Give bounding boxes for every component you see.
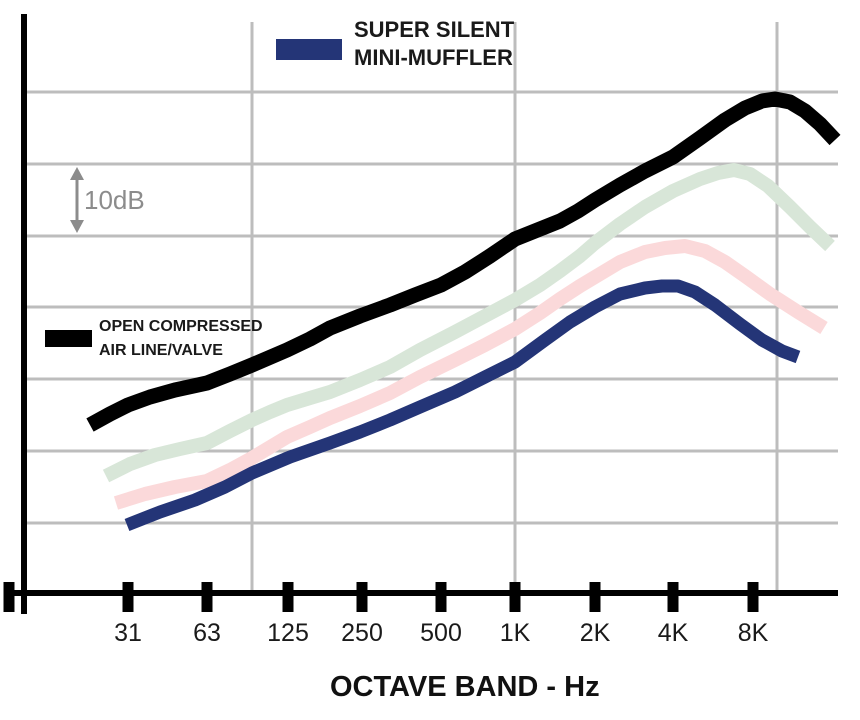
curve-mini-muffler	[124, 279, 801, 532]
open-air-legend-label: OPEN COMPRESSED AIR LINE/VALVE	[99, 315, 263, 363]
x-axis-tick	[435, 582, 447, 612]
x-axis-tick	[589, 582, 601, 612]
db-scale-arrow-down-icon	[70, 220, 84, 233]
x-axis-tick	[667, 582, 679, 612]
open-air-legend-line1: OPEN COMPRESSED	[99, 318, 263, 335]
legend-open-air-line: OPEN COMPRESSED AIR LINE/VALVE	[45, 315, 285, 365]
x-axis-tick	[3, 582, 15, 612]
db-scale-arrow-up-icon	[70, 167, 84, 180]
open-air-legend-line2: AIR LINE/VALVE	[99, 342, 223, 359]
db-scale-label: 10dB	[84, 185, 145, 215]
x-axis-title: OCTAVE BAND - Hz	[330, 671, 600, 703]
x-axis	[5, 590, 838, 596]
legend-mini-muffler: SUPER SILENT MINI-MUFFLER	[276, 16, 576, 76]
muffler-legend-line2: MINI-MUFFLER	[354, 45, 513, 70]
curve-open-air-line	[86, 91, 841, 432]
curve-light-green	[102, 163, 835, 483]
x-axis-tick	[201, 582, 213, 612]
muffler-legend-line1: SUPER SILENT	[354, 17, 515, 42]
muffler-legend-swatch	[276, 39, 342, 60]
y-axis	[21, 14, 27, 614]
x-axis-tick	[747, 582, 759, 612]
curve-light-pink	[113, 239, 828, 510]
x-axis-tick	[122, 582, 134, 612]
x-axis-tick	[282, 582, 294, 612]
x-axis-tick	[509, 582, 521, 612]
x-axis-tick	[356, 582, 368, 612]
open-air-legend-swatch	[45, 330, 92, 347]
muffler-legend-label: SUPER SILENT MINI-MUFFLER	[354, 16, 514, 72]
